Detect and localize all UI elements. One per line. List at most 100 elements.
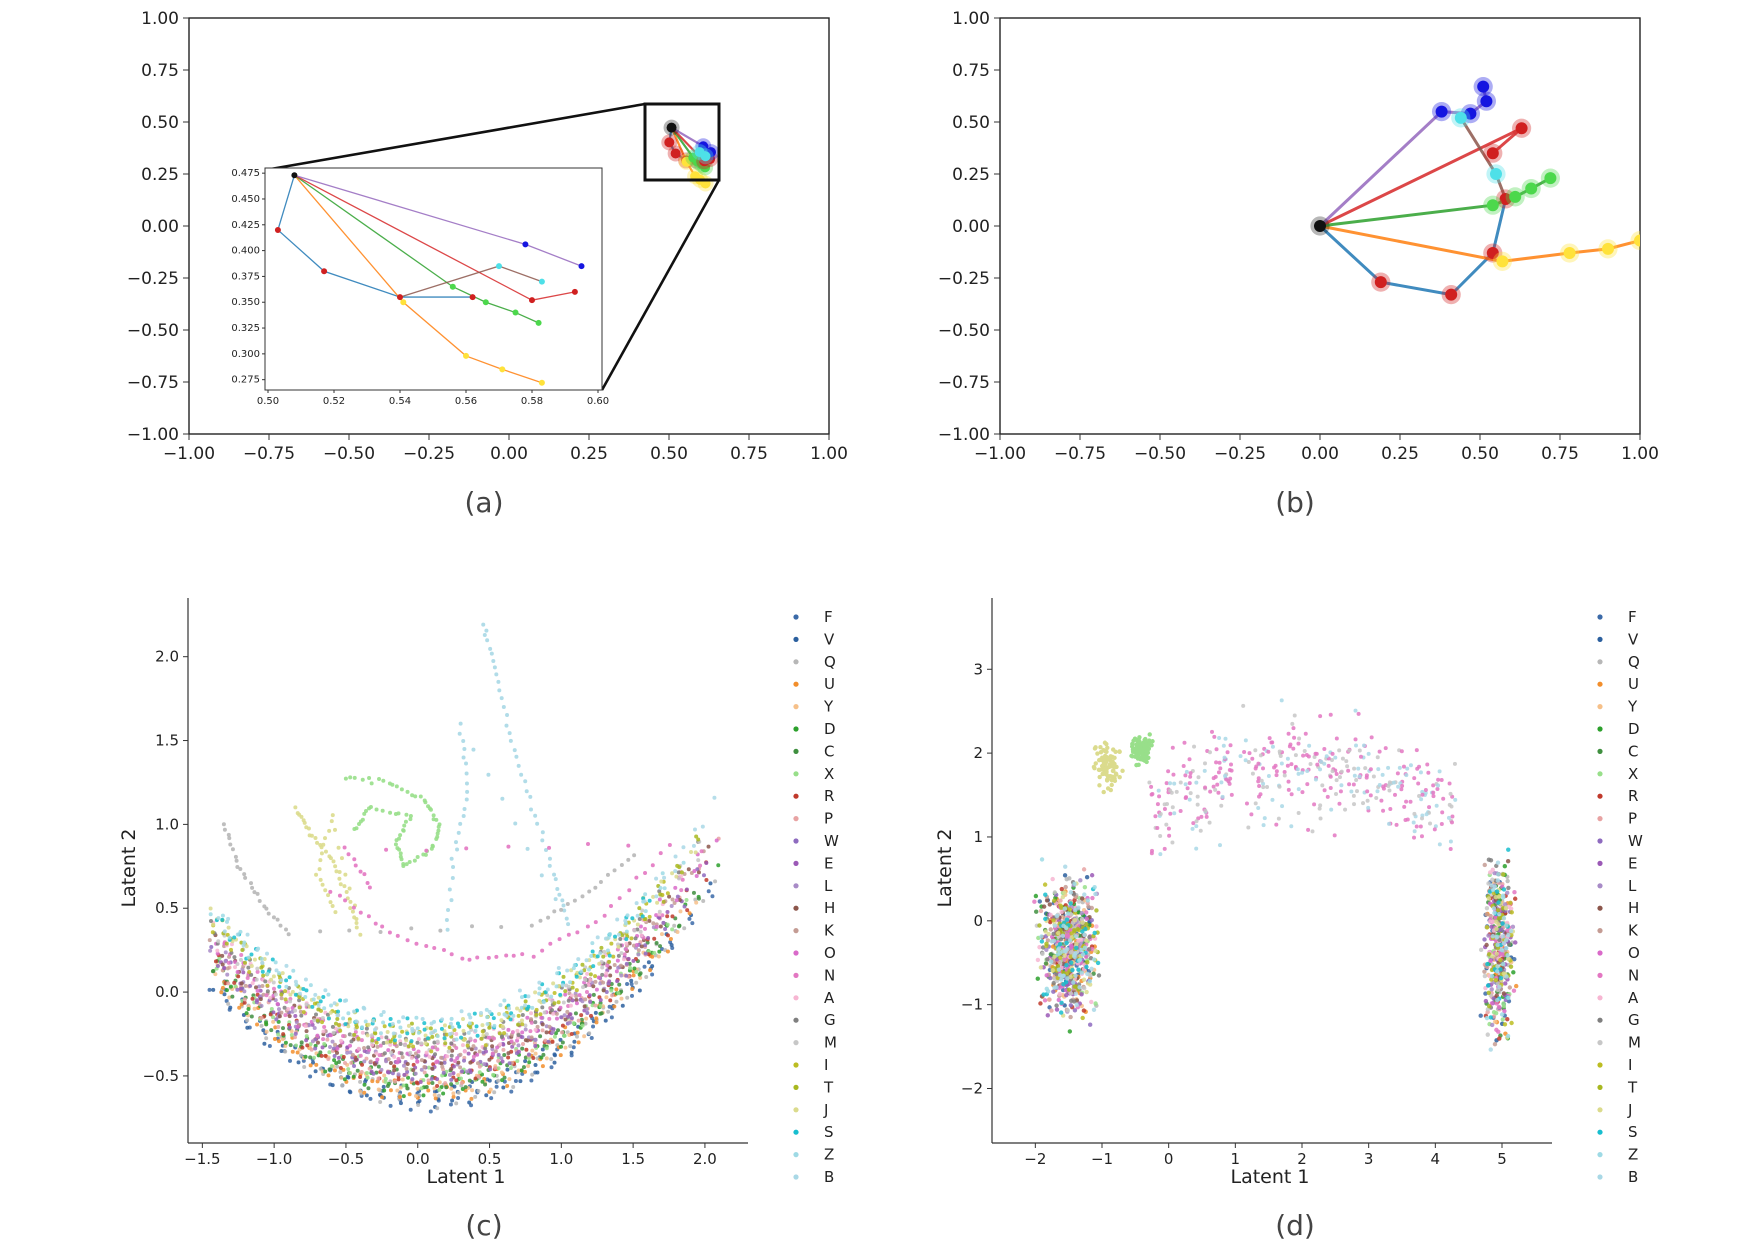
- point-arc: [1280, 804, 1285, 809]
- point-Z: [519, 1005, 524, 1010]
- point-path-3: [387, 930, 392, 935]
- point-arc: [1303, 731, 1308, 736]
- point-arc: [1357, 774, 1362, 779]
- y-tick-label: 0.00: [952, 217, 990, 237]
- point-J: [269, 977, 274, 982]
- point-Q: [530, 1072, 535, 1077]
- point-U: [220, 985, 225, 990]
- point-Z: [277, 971, 282, 976]
- point-B: [216, 916, 221, 921]
- point-Y: [252, 1006, 257, 1011]
- point-path-3: [432, 945, 437, 950]
- point-P: [521, 1041, 526, 1046]
- point-Z: [1496, 872, 1501, 877]
- point-G: [297, 998, 302, 1003]
- legend-label-P: P: [824, 810, 833, 828]
- point-path-4: [409, 926, 414, 931]
- point-U: [433, 1096, 438, 1101]
- point-J: [1046, 931, 1051, 937]
- point-R: [338, 1065, 343, 1070]
- point-U: [380, 1095, 385, 1100]
- point-Z: [1065, 911, 1071, 916]
- point-arc: [1286, 731, 1291, 736]
- point-B: [537, 980, 542, 985]
- point-X: [437, 1087, 442, 1092]
- x-tick-label: 3: [1364, 1150, 1374, 1168]
- point-E: [510, 1044, 515, 1049]
- point-A: [568, 1003, 573, 1008]
- legend-label-H: H: [824, 899, 835, 917]
- point-E: [1089, 873, 1095, 878]
- point-path-1: [334, 869, 339, 874]
- point-S: [293, 992, 298, 997]
- point-path-3: [380, 924, 385, 929]
- point-R: [1513, 896, 1518, 901]
- point-O: [1084, 916, 1089, 922]
- point-Z: [1490, 887, 1496, 893]
- point-A: [424, 1050, 429, 1055]
- point-L: [310, 1039, 315, 1044]
- point-Z: [454, 1037, 459, 1042]
- point-path-3: [405, 938, 410, 943]
- point-blob-j: [1113, 771, 1119, 776]
- point-Q: [435, 1106, 440, 1111]
- y-ticks-a: 1.000.750.500.250.00−0.25−0.50−0.75−1.00: [127, 9, 189, 445]
- point-I: [411, 1044, 416, 1049]
- point-Y: [582, 1034, 587, 1039]
- point-U: [255, 1022, 260, 1027]
- point-M: [640, 908, 645, 913]
- point-C: [366, 1086, 371, 1091]
- point-L: [1044, 947, 1049, 952]
- point-B: [579, 969, 584, 974]
- point-B: [313, 992, 318, 997]
- point-K: [477, 1049, 482, 1054]
- point-W: [643, 951, 648, 956]
- point-I: [538, 1012, 543, 1017]
- point-D: [1035, 976, 1040, 981]
- point-T: [675, 863, 680, 868]
- joint: [1525, 182, 1538, 195]
- point-F: [388, 1103, 393, 1108]
- point-B: [284, 963, 289, 968]
- point-path-0: [407, 859, 412, 864]
- point-W: [1087, 1022, 1093, 1027]
- point-I: [465, 1043, 470, 1048]
- point-Z: [224, 919, 229, 924]
- point-T: [516, 1022, 521, 1027]
- point-H: [1044, 898, 1050, 903]
- point-B: [342, 998, 347, 1003]
- legend-marker-V: [1597, 636, 1603, 643]
- point-K: [670, 897, 675, 902]
- point-path-0: [367, 806, 372, 811]
- point-F: [301, 1058, 306, 1063]
- point-M: [1068, 950, 1074, 955]
- point-B: [498, 1003, 503, 1008]
- point-D: [527, 1060, 532, 1065]
- point-J: [537, 998, 542, 1003]
- point-L: [225, 972, 230, 977]
- point-V: [552, 1060, 557, 1065]
- point-Y: [456, 1073, 461, 1078]
- point-F: [1047, 1005, 1052, 1010]
- y-tick-label: 1: [973, 828, 983, 846]
- point-D: [244, 1011, 249, 1016]
- point-X: [365, 1070, 370, 1075]
- point-X: [426, 1065, 431, 1070]
- legend-marker-F: [793, 614, 799, 620]
- point-F: [670, 945, 675, 950]
- point-arc: [1223, 736, 1228, 741]
- legend-marker-Y: [793, 704, 799, 710]
- point-Z: [363, 1019, 368, 1024]
- point-arc: [1147, 780, 1152, 785]
- legend-label-D: D: [1628, 720, 1640, 738]
- point-arc: [1203, 785, 1208, 790]
- point-V: [228, 1005, 233, 1010]
- point-path-0: [363, 808, 368, 813]
- point-N: [699, 849, 704, 854]
- point-W: [604, 990, 609, 995]
- point-path-4: [250, 885, 255, 890]
- point-G: [263, 979, 268, 984]
- point-L: [223, 959, 228, 964]
- point-G: [232, 955, 237, 960]
- point-C: [463, 1085, 468, 1090]
